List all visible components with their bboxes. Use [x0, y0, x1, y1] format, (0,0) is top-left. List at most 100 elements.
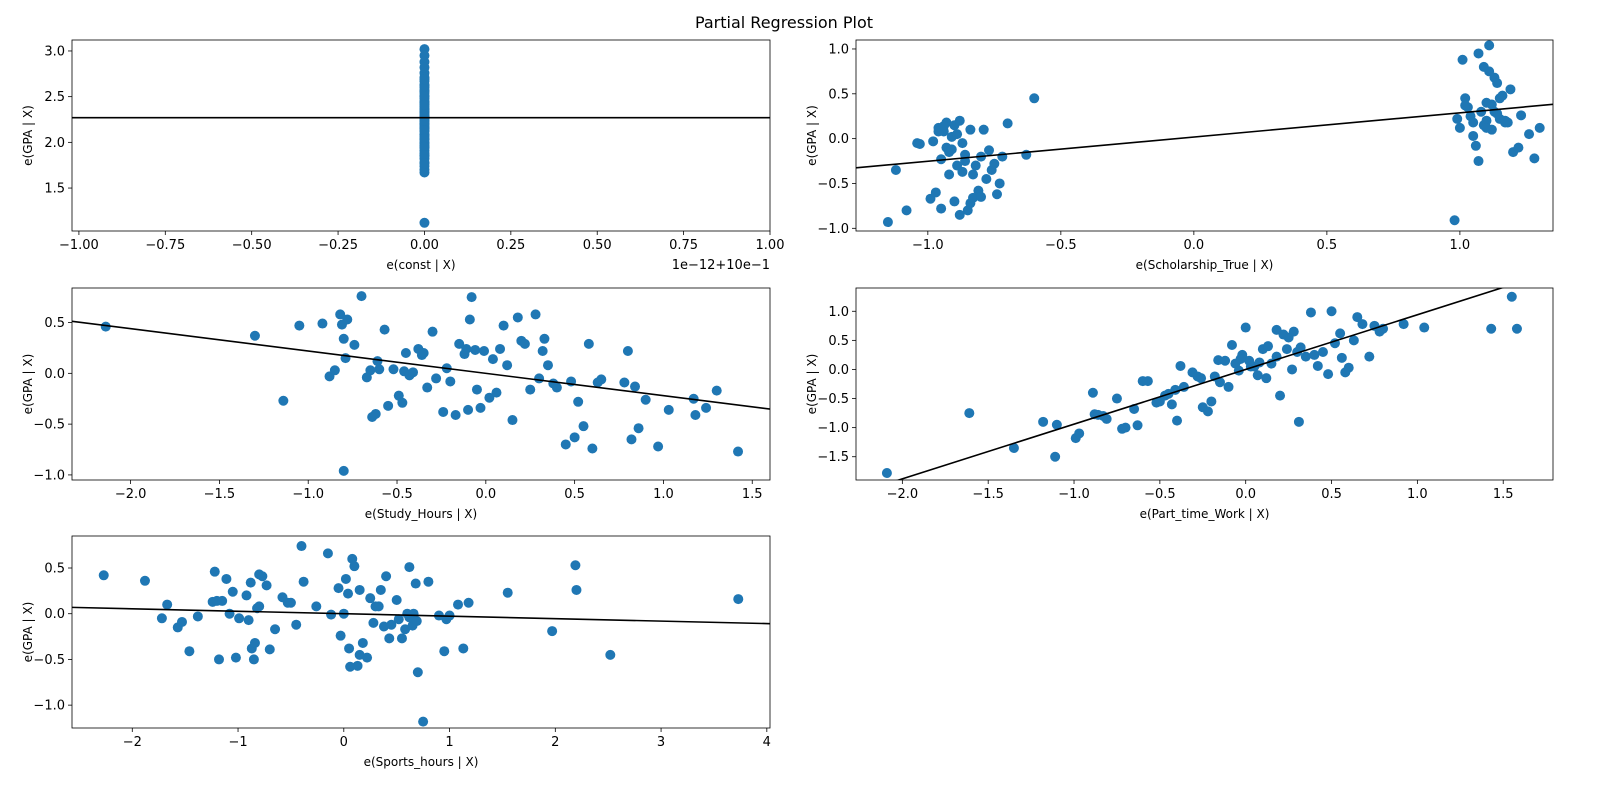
data-point — [338, 333, 349, 344]
data-point — [396, 633, 407, 644]
data-point — [938, 121, 949, 132]
data-point — [427, 326, 438, 337]
data-point — [957, 138, 968, 149]
data-point — [992, 189, 1002, 200]
scatter-points — [100, 291, 744, 476]
data-point — [285, 597, 296, 608]
data-point — [1457, 54, 1468, 65]
data-point — [217, 595, 228, 606]
data-point — [418, 348, 429, 359]
data-point — [711, 385, 722, 396]
data-point — [1470, 140, 1481, 151]
x-axis-label: e(Scholarship_True | X) — [1136, 258, 1274, 272]
x-axis-label: e(Part_time_Work | X) — [1140, 507, 1270, 521]
data-point — [357, 637, 368, 648]
data-point — [530, 309, 541, 320]
scatter-points — [882, 40, 1545, 228]
data-point — [882, 217, 893, 228]
data-point — [1051, 419, 1062, 430]
data-point — [965, 124, 976, 135]
data-point — [890, 165, 901, 176]
data-point — [1050, 451, 1061, 462]
data-point — [1252, 370, 1263, 381]
data-point — [243, 615, 254, 626]
y-tick-label: 0.5 — [44, 316, 65, 331]
data-point — [525, 384, 536, 395]
data-point — [156, 613, 167, 624]
regression-line — [896, 288, 1505, 480]
data-point — [393, 614, 404, 625]
x-tick-label: −2.0 — [115, 487, 147, 502]
data-point — [1502, 117, 1513, 128]
data-point — [491, 387, 502, 398]
x-tick-label: −0.5 — [1144, 487, 1176, 502]
x-axis-label: e(const | X) — [386, 258, 455, 272]
scatter-points — [419, 44, 430, 228]
y-tick-label: 2.0 — [44, 136, 65, 151]
y-tick-label: −1.0 — [33, 699, 65, 714]
data-point — [411, 616, 422, 627]
x-tick-label: 0.5 — [1321, 487, 1342, 502]
data-point — [946, 144, 957, 155]
figure-title: Partial Regression Plot — [695, 13, 873, 32]
data-point — [1312, 360, 1323, 371]
subplot-4: −2.0 −1.5 −1.0 −0.5 0.0 0.5 1.0 1.5 −1.5 −1.0 −0.5… — [805, 287, 1554, 521]
data-point — [370, 408, 381, 419]
data-point — [1452, 113, 1463, 124]
data-point — [1516, 110, 1527, 121]
data-point — [1300, 351, 1311, 362]
data-point — [1492, 78, 1503, 89]
data-point — [1261, 373, 1272, 384]
data-point — [349, 339, 360, 350]
data-point — [461, 343, 472, 354]
axes-frame — [855, 287, 1554, 481]
x-tick-label: −1.5 — [972, 487, 1004, 502]
data-point — [1343, 362, 1354, 373]
subplot-2: −1.0 −0.5 0.0 0.5 1.0 −1.0 −0.5 0.0 0.5 1.0 e(Scho… — [805, 39, 1554, 272]
data-point — [245, 577, 256, 588]
x-tick-label: −1.0 — [1058, 487, 1090, 502]
data-point — [162, 599, 173, 610]
data-point — [1449, 215, 1460, 226]
y-tick-label: −1.0 — [817, 421, 849, 436]
data-point — [1137, 376, 1148, 387]
data-point — [976, 191, 987, 202]
data-point — [1074, 428, 1085, 439]
regression-line — [856, 103, 1553, 169]
data-point — [352, 660, 363, 671]
x-tick-label: 0 — [340, 735, 348, 750]
data-point — [214, 654, 224, 665]
data-point — [1323, 369, 1334, 380]
data-point — [230, 652, 241, 663]
data-point — [270, 624, 281, 635]
data-point — [1454, 122, 1465, 133]
data-point — [1317, 347, 1328, 357]
data-point — [354, 584, 365, 595]
x-tick-label: 0.00 — [410, 238, 439, 253]
y-tick-label: 3.0 — [44, 44, 65, 59]
data-point — [296, 541, 307, 552]
data-point — [1364, 351, 1375, 362]
x-tick-label: −0.5 — [381, 487, 413, 502]
data-point — [978, 124, 989, 135]
data-point — [928, 136, 939, 147]
data-point — [930, 187, 941, 198]
data-point — [1529, 153, 1540, 164]
x-tick-label: 3 — [657, 735, 665, 750]
data-point — [542, 360, 553, 371]
data-point — [653, 441, 664, 452]
data-point — [404, 562, 415, 573]
y-tick-label: −0.5 — [817, 177, 849, 192]
data-point — [498, 320, 509, 331]
data-point — [1196, 373, 1207, 384]
data-point — [512, 312, 523, 323]
data-point — [1240, 322, 1251, 333]
subplot-5: −2 −1 0 1 2 3 4 −1.0 −0.5 0.0 0.5 e(Sports_hours | … — [21, 535, 771, 769]
data-point — [1287, 364, 1298, 375]
data-point — [419, 217, 430, 228]
data-point — [254, 601, 265, 612]
x-tick-label: 0.25 — [496, 238, 525, 253]
data-point — [1460, 100, 1471, 111]
data-point — [1348, 335, 1359, 346]
